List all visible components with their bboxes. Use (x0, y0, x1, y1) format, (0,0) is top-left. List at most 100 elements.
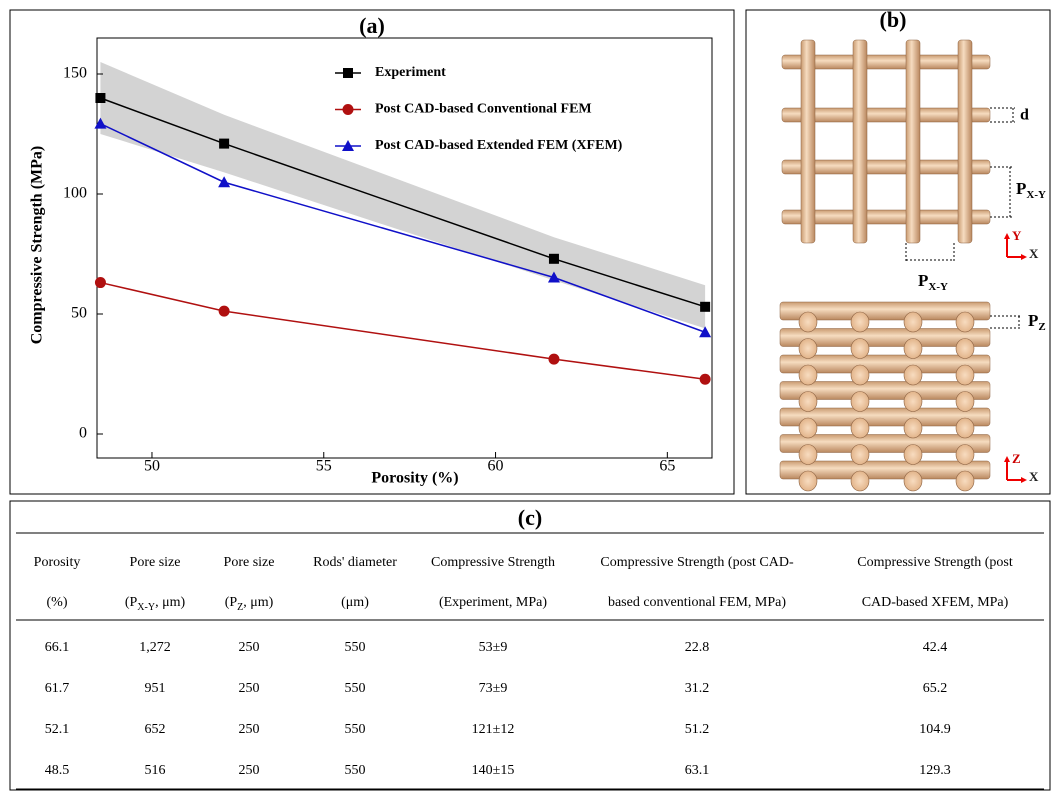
table-cell: 53±9 (479, 640, 508, 656)
header-cell: Compressive Strength (post CAD- (600, 555, 793, 571)
table-cell: 550 (345, 763, 366, 779)
header-cell: (Experiment, MPa) (439, 595, 547, 611)
dim-label-main: P (1028, 311, 1038, 330)
rod-section (851, 418, 869, 438)
marker (699, 326, 711, 337)
axis-letter: X (1029, 246, 1039, 261)
rod-section (904, 445, 922, 465)
arrow-head (1021, 254, 1027, 260)
header-cell: (μm) (341, 595, 369, 611)
rod (958, 40, 972, 243)
rod-section (956, 418, 974, 438)
dim-label-main: P (1016, 179, 1026, 198)
table-cell: 250 (239, 763, 260, 779)
y-tick-label: 100 (63, 185, 87, 202)
dim-label-sub: X-Y (1026, 189, 1046, 201)
rod-section (799, 445, 817, 465)
text: X-Y (137, 602, 155, 613)
table-title: (c) (518, 505, 542, 530)
marker (343, 104, 354, 115)
chart-title: (a) (359, 13, 385, 38)
marker (548, 354, 559, 365)
table-cell: 121±12 (472, 722, 515, 738)
header-cell: Compressive Strength (431, 555, 555, 571)
table-cell: 516 (145, 763, 166, 779)
x-axis-label: Porosity (%) (371, 470, 458, 487)
rod-section (956, 339, 974, 359)
table-cell: 129.3 (919, 763, 951, 779)
rod-section (799, 312, 817, 332)
table-cell: 951 (145, 681, 166, 697)
table-cell: 550 (345, 722, 366, 738)
diagram: (b)dPX-YPX-YPZYXZX (780, 7, 1046, 491)
rod (906, 40, 920, 243)
x-tick-label: 60 (488, 458, 504, 475)
x-tick-label: 55 (316, 458, 332, 475)
table-cell: 51.2 (685, 722, 710, 738)
header-cell: based conventional FEM, MPa) (608, 595, 786, 611)
axis-letter: X (1029, 469, 1039, 484)
page: (a) Porosity (%) Compressive Strength (MPa… (0, 0, 1059, 792)
table-cell: 61.7 (45, 681, 70, 697)
legend-label: Post CAD-based Extended FEM (XFEM) (375, 138, 623, 153)
chart: (a) Porosity (%) Compressive Strength (MPa… (29, 13, 712, 487)
dim-label: PZ (1028, 311, 1046, 333)
x-tick-label: 50 (144, 458, 160, 475)
table-cell: 140±15 (472, 763, 515, 779)
figure: (a) Porosity (%) Compressive Strength (MPa… (0, 0, 1059, 792)
table-cell: 48.5 (45, 763, 70, 779)
x-tick-label: 65 (659, 458, 675, 475)
header-cell: Porosity (34, 555, 81, 571)
rod-section (851, 471, 869, 491)
table-cell: 550 (345, 640, 366, 656)
header-cell: (PX-Y, μm) (125, 595, 185, 613)
rod-section (956, 445, 974, 465)
rod-section (904, 392, 922, 412)
rod-section (851, 339, 869, 359)
rod-section (956, 392, 974, 412)
header-cell: Pore size (224, 555, 275, 571)
y-axis-label: Compressive Strength (MPa) (29, 146, 46, 345)
header-cell: (%) (47, 595, 68, 611)
rod-section (799, 339, 817, 359)
arrow-head (1004, 233, 1010, 239)
arrow-head (1004, 456, 1010, 462)
table-cell: 66.1 (45, 640, 70, 656)
y-tick-label: 0 (79, 425, 87, 442)
marker (700, 302, 710, 312)
rod-section (956, 471, 974, 491)
rod-section (904, 471, 922, 491)
dim-label-sub: X-Y (928, 281, 948, 293)
table-cell: 652 (145, 722, 166, 738)
dim-label: PX-Y (918, 271, 948, 293)
arrow-head (1021, 477, 1027, 483)
text: (P (125, 595, 137, 610)
rod-section (904, 365, 922, 385)
y-tick-label: 150 (63, 65, 87, 82)
rod (801, 40, 815, 243)
header-cell: Compressive Strength (post (857, 555, 1013, 571)
marker (95, 277, 106, 288)
table-cell: 250 (239, 681, 260, 697)
table-cell: 1,272 (139, 640, 171, 656)
rod-section (904, 312, 922, 332)
text: , μm) (155, 595, 185, 610)
rod-section (956, 312, 974, 332)
marker (95, 93, 105, 103)
table-cell: 65.2 (923, 681, 948, 697)
text: (P (225, 595, 237, 610)
rod-section (799, 418, 817, 438)
table-cell: 73±9 (479, 681, 508, 697)
axis-letter: Y (1012, 228, 1022, 243)
table-cell: 31.2 (685, 681, 710, 697)
rod-section (851, 365, 869, 385)
rod-section (851, 445, 869, 465)
dim-label-sub: Z (1038, 321, 1045, 333)
table-cell: 22.8 (685, 640, 710, 656)
axis-letter: Z (1012, 451, 1021, 466)
marker (219, 139, 229, 149)
diagram-title: (b) (880, 7, 907, 32)
rod-section (799, 392, 817, 412)
table-cell: 550 (345, 681, 366, 697)
rod-section (799, 365, 817, 385)
